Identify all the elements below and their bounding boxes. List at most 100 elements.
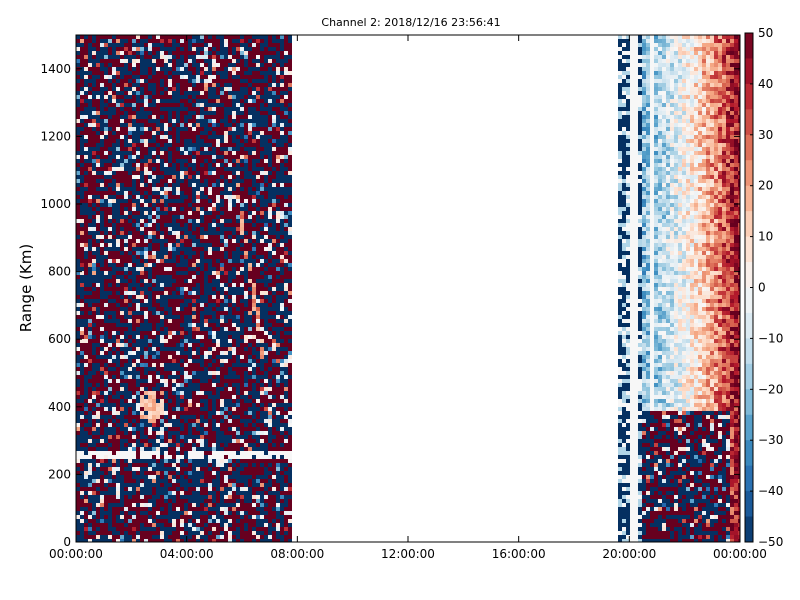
heatmap-cell <box>224 471 228 475</box>
heatmap-cell <box>132 487 136 491</box>
heatmap-cell <box>228 527 232 531</box>
heatmap-cell <box>88 175 92 179</box>
heatmap-cell <box>144 351 148 355</box>
heatmap-cell <box>164 455 168 459</box>
heatmap-cell <box>160 207 164 211</box>
heatmap-cell <box>104 487 108 491</box>
heatmap-cell <box>208 55 212 59</box>
heatmap-cell <box>132 303 136 307</box>
heatmap-cell <box>136 311 140 315</box>
heatmap-cell <box>228 387 232 391</box>
heatmap-cell <box>132 467 136 471</box>
heatmap-cell <box>220 187 224 191</box>
heatmap-cell <box>148 335 152 339</box>
heatmap-cell <box>160 231 164 235</box>
heatmap-cell <box>84 375 88 379</box>
heatmap-cell <box>132 283 136 287</box>
heatmap-cell <box>188 443 192 447</box>
heatmap-cell <box>80 323 84 327</box>
heatmap-cell <box>148 203 152 207</box>
heatmap-cell <box>108 263 112 267</box>
heatmap-cell <box>196 87 200 91</box>
heatmap-cell <box>92 91 96 95</box>
heatmap-cell <box>184 43 188 47</box>
heatmap-cell <box>228 107 232 111</box>
heatmap-cell <box>96 251 100 255</box>
heatmap-cell <box>208 431 212 435</box>
heatmap-cell <box>116 59 120 63</box>
heatmap-cell <box>120 271 124 275</box>
heatmap-cell <box>168 231 172 235</box>
heatmap-cell <box>108 539 112 542</box>
heatmap-cell <box>108 119 112 123</box>
heatmap-cell <box>100 295 104 299</box>
heatmap-cell <box>204 459 208 463</box>
heatmap-cell <box>152 219 156 223</box>
heatmap-cell <box>216 39 220 43</box>
heatmap-cell <box>204 67 208 71</box>
heatmap-cell <box>100 495 104 499</box>
heatmap-cell <box>124 211 128 215</box>
heatmap-cell <box>104 131 108 135</box>
heatmap-cell <box>196 263 200 267</box>
heatmap-cell <box>180 91 184 95</box>
heatmap-cell <box>176 71 180 75</box>
heatmap-cell <box>80 51 84 55</box>
heatmap-cell <box>132 363 136 367</box>
heatmap-cell <box>112 163 116 167</box>
heatmap-cell <box>76 335 80 339</box>
heatmap-cell <box>176 483 180 487</box>
heatmap-cell <box>88 387 92 391</box>
heatmap-cell <box>160 371 164 375</box>
heatmap-cell <box>208 171 212 175</box>
heatmap-cell <box>144 387 148 391</box>
heatmap-cell <box>80 319 84 323</box>
heatmap-cell <box>172 403 176 407</box>
heatmap-cell <box>148 255 152 259</box>
heatmap-cell <box>128 299 132 303</box>
heatmap-cell <box>168 475 172 479</box>
heatmap-cell <box>108 419 112 423</box>
heatmap-cell <box>88 479 92 483</box>
heatmap-cell <box>88 327 92 331</box>
heatmap-cell <box>148 411 152 415</box>
heatmap-cell <box>144 391 148 395</box>
heatmap-cell <box>176 499 180 503</box>
heatmap-cell <box>168 435 172 439</box>
heatmap-cell <box>152 367 156 371</box>
heatmap-cell <box>80 107 84 111</box>
heatmap-cell <box>176 375 180 379</box>
heatmap-cell <box>208 147 212 151</box>
heatmap-cell <box>200 59 204 63</box>
heatmap-cell <box>84 399 88 403</box>
heatmap-cell <box>88 427 92 431</box>
heatmap-cell <box>204 263 208 267</box>
heatmap-cell <box>104 411 108 415</box>
heatmap-cell <box>120 415 124 419</box>
heatmap-cell <box>180 55 184 59</box>
heatmap-cell <box>160 311 164 315</box>
heatmap-cell <box>220 259 224 263</box>
heatmap-cell <box>148 463 152 467</box>
heatmap-cell <box>156 175 160 179</box>
heatmap-cell <box>184 243 188 247</box>
heatmap-cell <box>192 379 196 383</box>
heatmap-cell <box>208 279 212 283</box>
heatmap-cell <box>156 43 160 47</box>
heatmap-cell <box>224 331 228 335</box>
heatmap-cell <box>172 339 176 343</box>
heatmap-cell <box>196 55 200 59</box>
heatmap-cell <box>180 283 184 287</box>
heatmap-cell <box>212 351 216 355</box>
heatmap-cell <box>136 383 140 387</box>
heatmap-cell <box>232 79 236 83</box>
heatmap-cell <box>200 183 204 187</box>
heatmap-cell <box>196 147 200 151</box>
heatmap-cell <box>96 451 100 455</box>
heatmap-cell <box>212 159 216 163</box>
heatmap-cell <box>104 539 108 542</box>
heatmap-cell <box>204 275 208 279</box>
heatmap-cell <box>192 59 196 63</box>
heatmap-cell <box>176 139 180 143</box>
heatmap-cell <box>88 139 92 143</box>
